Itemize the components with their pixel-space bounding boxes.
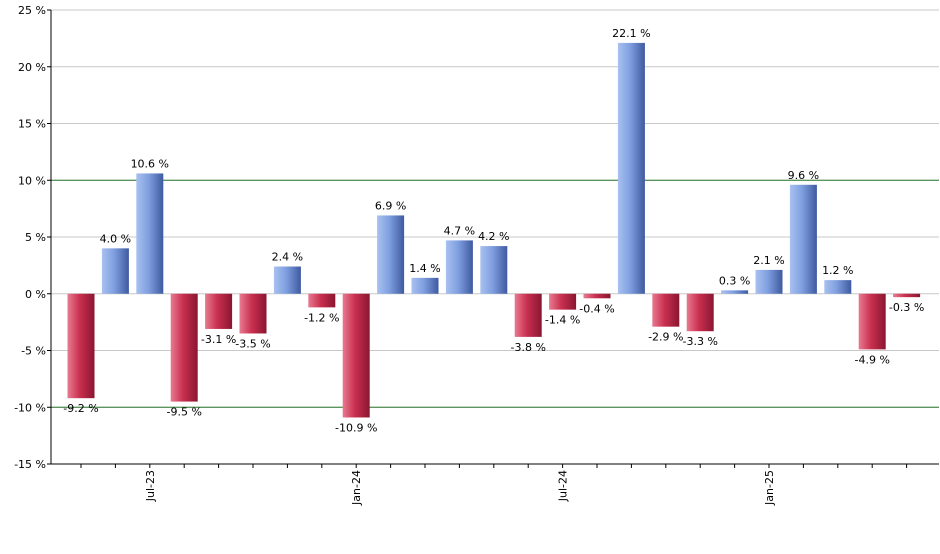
bar-negative	[308, 293, 336, 308]
axes: -15 % -10 % -5 % 0 % 5 % 10 % 15 % 20 % 25 % Jul-…	[14, 4, 939, 506]
bar-positive	[445, 240, 473, 294]
bar-value-label: -4.9 %	[854, 353, 889, 366]
x-tick-label: Jul-24	[557, 470, 570, 502]
y-tick-label: -5 %	[21, 345, 46, 358]
bar-negative	[858, 293, 886, 350]
bar-negative	[205, 293, 233, 329]
bar-positive	[273, 266, 301, 294]
bar-positive	[824, 280, 852, 294]
bar-positive	[755, 269, 783, 294]
bar-positive	[789, 184, 817, 294]
reference-lines	[51, 179, 939, 408]
bar-value-label: -9.5 %	[166, 406, 201, 419]
bar-positive	[721, 290, 749, 294]
bar-value-label: -9.2 %	[63, 402, 98, 415]
bar-negative	[583, 293, 611, 299]
bar-value-label: -3.1 %	[201, 333, 236, 346]
y-tick-label: 25 %	[18, 4, 46, 17]
bar-value-label: 10.6 %	[131, 157, 169, 170]
y-tick-label: -10 %	[14, 401, 46, 414]
bars	[67, 42, 921, 418]
y-tick-label: 15 %	[18, 118, 46, 131]
bar-negative	[549, 293, 577, 310]
bar-value-label: 9.6 %	[788, 169, 819, 182]
y-tick-label: -15 %	[14, 458, 46, 471]
bar-negative	[514, 293, 542, 337]
bar-negative	[893, 293, 921, 298]
bar-value-label: 22.1 %	[612, 27, 650, 40]
y-tick-label: 10 %	[18, 174, 46, 187]
bar-value-label: 4.2 %	[478, 230, 509, 243]
bar-negative	[67, 293, 95, 399]
bar-value-label: -1.2 %	[304, 311, 339, 324]
x-tick-label: Jan-25	[763, 470, 776, 506]
bar-positive	[617, 42, 645, 294]
y-tick-label: 5 %	[25, 231, 46, 244]
value-labels: -9.2 % 4.0 % 10.6 % -9.5 % -3.1 %-3.5 % 2.4 %…	[63, 27, 924, 435]
bar-value-label: 4.7 %	[444, 224, 475, 237]
bar-value-label: 2.1 %	[753, 254, 784, 267]
bar-value-label: -2.9 %	[648, 331, 683, 344]
bar-value-label: 1.4 %	[409, 262, 440, 275]
bar-positive	[377, 215, 405, 294]
bar-negative	[652, 293, 680, 327]
y-tick-label: 20 %	[18, 61, 46, 74]
bar-negative	[342, 293, 370, 418]
bar-positive	[411, 277, 439, 294]
bar-value-label: 2.4 %	[272, 251, 303, 264]
bar-negative	[239, 293, 267, 334]
y-tick-label: 0 %	[25, 288, 46, 301]
bar-negative	[686, 293, 714, 332]
bar-value-label: 4.0 %	[100, 232, 131, 245]
bar-value-label: -1.4 %	[545, 314, 580, 327]
bar-value-label: 0.3 %	[719, 274, 750, 287]
bar-positive	[480, 246, 508, 294]
bar-positive	[136, 173, 164, 294]
bar-value-label: -0.4 %	[579, 302, 614, 315]
bar-value-label: -3.8 %	[510, 341, 545, 354]
bar-value-label: -10.9 %	[335, 421, 377, 434]
bar-positive	[101, 248, 129, 294]
bar-value-label: 1.2 %	[822, 264, 853, 277]
x-tick-label: Jul-23	[144, 470, 157, 502]
bar-value-label: -3.3 %	[682, 335, 717, 348]
bar-value-label: -0.3 %	[889, 301, 924, 314]
x-tick-label: Jan-24	[350, 470, 363, 506]
bar-value-label: 6.9 %	[375, 199, 406, 212]
bar-value-label: -3.5 %	[235, 337, 270, 350]
bar-negative	[170, 293, 198, 402]
